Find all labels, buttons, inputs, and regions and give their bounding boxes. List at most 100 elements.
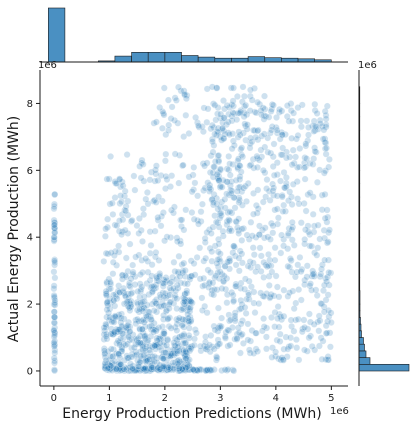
scatter-point: [198, 306, 206, 314]
scatter-point: [257, 107, 265, 114]
scatter-point: [165, 300, 173, 308]
scatter-point: [190, 260, 198, 267]
scatter-point: [191, 271, 199, 279]
scatter-point: [156, 271, 164, 279]
scatter-point: [50, 339, 58, 347]
scatter-point: [152, 300, 160, 307]
scatter-point: [245, 277, 253, 285]
scatter-point: [311, 346, 319, 354]
scatter-point: [186, 275, 194, 283]
scatter-point: [262, 193, 270, 201]
scatter-point: [232, 176, 240, 184]
scatter-point: [271, 256, 279, 264]
scatter-point: [136, 162, 144, 170]
scatter-point: [266, 256, 274, 264]
scatter-point: [122, 207, 130, 215]
scatter-point: [181, 267, 189, 274]
scatter-point: [183, 289, 191, 297]
scatter-point: [273, 114, 280, 121]
scatter-point: [244, 289, 252, 297]
scatter-point: [290, 327, 298, 335]
scatter-point: [207, 229, 215, 237]
scatter-point: [192, 329, 200, 337]
scatter-point: [288, 218, 296, 226]
scatter-point: [234, 187, 241, 195]
scatter-point: [280, 201, 288, 209]
scatter-point: [158, 347, 165, 354]
scatter-point: [220, 272, 228, 280]
scatter-point: [101, 359, 109, 367]
scatter-point: [211, 158, 219, 166]
scatter-point: [151, 342, 159, 350]
x-hist-bar: [114, 55, 132, 63]
scatter-point: [326, 329, 334, 337]
scatter-point: [286, 188, 294, 196]
scatter-point: [150, 307, 158, 314]
scatter-point: [285, 117, 293, 125]
scatter-point: [138, 283, 146, 291]
scatter-point: [220, 97, 227, 105]
scatter-point: [102, 225, 110, 233]
scatter-point: [254, 98, 262, 106]
scatter-point: [276, 135, 284, 143]
scatter-point: [313, 178, 321, 186]
scatter-point: [102, 320, 110, 328]
scatter-point: [244, 320, 252, 328]
scatter-point: [259, 104, 267, 112]
scatter-point: [223, 178, 231, 186]
scatter-point: [134, 315, 141, 323]
y-hist-bar: [358, 363, 410, 372]
scatter-point: [311, 144, 318, 152]
scatter-point: [289, 180, 297, 188]
scatter-point: [160, 311, 168, 319]
scatter-point: [264, 134, 272, 142]
scatter-point: [140, 211, 148, 219]
scatter-point: [51, 218, 58, 226]
scatter-point: [264, 148, 272, 156]
scatter-point: [113, 179, 120, 187]
scatter-point: [193, 253, 201, 261]
scatter-point: [179, 269, 187, 277]
scatter-point: [130, 172, 138, 180]
scatter-point: [182, 354, 190, 362]
x-axis-title: Energy Production Predictions (MWh): [62, 406, 321, 422]
scatter-point: [124, 298, 131, 306]
scatter-point: [124, 354, 132, 362]
scatter-point: [129, 268, 137, 276]
scatter-point: [223, 366, 231, 374]
scatter-point: [235, 215, 243, 223]
scatter-point: [208, 83, 216, 91]
scatter-point: [269, 180, 276, 188]
scatter-point: [235, 194, 243, 202]
scatter-point: [214, 263, 222, 271]
scatter-point: [238, 259, 246, 267]
scatter-point: [235, 128, 243, 136]
scatter-point: [263, 345, 270, 353]
scatter-point: [244, 262, 252, 270]
scatter-point: [297, 219, 305, 227]
scatter-point: [250, 299, 258, 307]
scatter-point: [174, 339, 182, 347]
scatter-point: [185, 130, 193, 137]
x-hist-bar: [247, 56, 266, 63]
scatter-point: [275, 310, 283, 318]
scatter-point: [210, 141, 218, 149]
scatter-point: [294, 132, 302, 139]
scatter-point: [318, 191, 326, 199]
scatter-point: [218, 183, 226, 191]
scatter-point: [313, 251, 321, 259]
y-tick-label: 6: [27, 166, 33, 177]
scatter-point: [51, 313, 58, 321]
scatter-point: [165, 126, 173, 134]
scatter-point: [229, 109, 237, 117]
x-hist-bar: [47, 7, 66, 63]
scatter-point: [237, 296, 245, 304]
scatter-point: [316, 235, 324, 243]
y-hist-bar: [358, 350, 367, 358]
scatter-point: [225, 152, 233, 160]
scatter-point: [129, 270, 137, 278]
y-tick-label: 2: [27, 300, 33, 311]
scatter-point: [198, 294, 206, 302]
scatter-point: [207, 125, 215, 133]
